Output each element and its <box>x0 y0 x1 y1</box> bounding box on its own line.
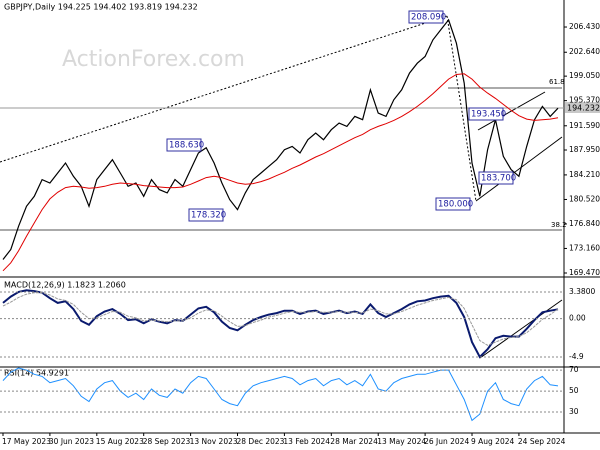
y-tick-label: 199.050 <box>569 71 600 80</box>
y-tick-label: 187.950 <box>569 145 600 154</box>
x-tick-label: 28 Dec 2023 <box>237 437 285 446</box>
channel-line <box>475 136 563 202</box>
y-tick-label: -4.9 <box>569 352 584 361</box>
series-line <box>2 73 559 272</box>
y-tick-label: 3.3800 <box>569 287 595 296</box>
annotation: 180.000 <box>438 200 473 210</box>
x-tick-label: 13 Nov 2023 <box>190 437 238 446</box>
fib-label: 61.8 <box>549 78 565 86</box>
annotation: 193.450 <box>471 110 506 120</box>
series-line <box>2 292 559 346</box>
annotation-box <box>468 107 504 121</box>
x-tick-label: 13 Feb 2024 <box>283 437 330 446</box>
current-price: 194.232 <box>567 104 600 113</box>
x-tick-label: 26 Jun 2024 <box>424 437 469 446</box>
x-tick-label: 15 Aug 2023 <box>96 437 144 446</box>
y-tick-label: 184.210 <box>569 170 600 179</box>
y-tick-label: 50 <box>569 386 579 395</box>
x-tick-label: 24 Sep 2024 <box>518 437 566 446</box>
y-tick-label: 176.840 <box>569 219 600 228</box>
annotation-box <box>478 171 514 185</box>
panel-title: RSI(14) 54.9291 <box>4 369 69 378</box>
y-tick-label: 0.00 <box>569 314 586 323</box>
y-tick-label: 70 <box>569 365 579 374</box>
annotation: 208.090 <box>411 13 446 23</box>
watermark: ActionForex.com <box>62 47 245 72</box>
annotation-box <box>166 138 202 152</box>
x-tick-label: 9 Aug 2024 <box>471 437 514 446</box>
annotation: 188.630 <box>169 141 204 151</box>
x-tick-label: 17 May 2023 <box>2 437 51 446</box>
y-tick-label: 169.470 <box>569 268 600 277</box>
annotation: 178.320 <box>191 211 226 221</box>
series-line <box>2 289 559 359</box>
y-tick-label: 195.370 <box>569 96 600 105</box>
annotation-box <box>188 208 224 222</box>
y-tick-label: 206.430 <box>569 22 600 31</box>
chart-title: GBPJPY,Daily 194.225 194.402 193.819 194… <box>4 3 198 12</box>
x-tick-label: 13 May 2024 <box>377 437 426 446</box>
fib-label: 38.2 <box>551 221 567 229</box>
y-tick-label: 191.590 <box>569 121 600 130</box>
y-tick-label: 202.640 <box>569 47 600 56</box>
panel-title: MACD(12,26,9) 1.1823 1.2060 <box>4 281 126 290</box>
y-tick-label: 30 <box>569 407 579 416</box>
x-tick-label: 28 Mar 2024 <box>330 437 378 446</box>
series-line <box>2 18 559 260</box>
x-tick-label: 28 Sep 2023 <box>143 437 191 446</box>
y-tick-label: 180.520 <box>569 194 600 203</box>
y-tick-label: 173.160 <box>569 243 600 252</box>
series-line <box>2 367 559 422</box>
annotation: 183.700 <box>481 174 516 184</box>
annotation-box <box>408 10 444 24</box>
x-tick-label: 30 Jun 2023 <box>49 437 94 446</box>
macd-trend-line <box>479 299 563 359</box>
price-box <box>565 102 600 113</box>
annotation-box <box>435 197 471 211</box>
